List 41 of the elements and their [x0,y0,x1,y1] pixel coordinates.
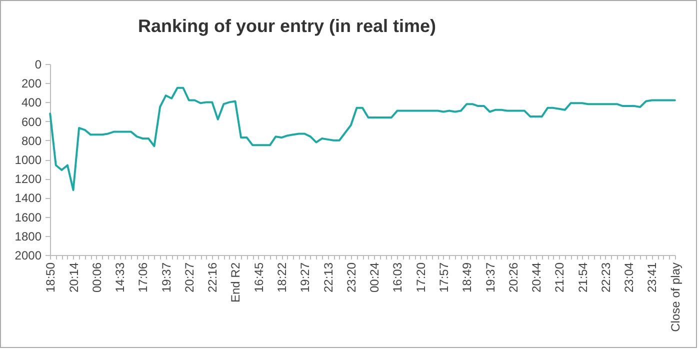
x-tick-label: 00:06 [90,262,104,293]
x-tick-label: 22:23 [598,262,613,293]
x-tick-label: 19:27 [298,262,312,293]
y-tick-label: 2000 [14,248,42,262]
x-tick-label: 20:14 [66,262,81,293]
x-tick-label: End R2 [228,262,243,303]
y-tick-label: 800 [21,134,42,148]
x-tick-label: 20:44 [530,262,544,293]
x-tick-label: 16:03 [390,262,405,293]
y-tick-label: 200 [21,76,42,91]
x-tick-label: 18:49 [460,262,474,293]
y-tick-label: 1000 [14,153,42,167]
x-tick-label: 16:45 [252,262,266,293]
y-tick-label: 600 [21,114,42,129]
x-tick-label: 23:41 [645,262,660,293]
y-tick-label: 1200 [14,172,42,186]
x-tick-label: 14:33 [113,262,128,293]
x-tick-label: 22:16 [206,262,220,293]
chart-title: Ranking of your entry (in real time) [138,16,436,36]
x-tick-label: 17:20 [414,262,428,293]
x-tick-label: 19:37 [159,262,174,293]
x-tick-label: 18:50 [44,262,58,293]
x-tick-label: 17:57 [436,262,451,293]
x-tick-label: 19:37 [483,262,498,293]
y-tick-label: 0 [34,58,42,72]
x-tick-label: 20:26 [506,262,520,293]
y-tick-label: 400 [21,96,42,110]
x-tick-label: 23:04 [622,262,636,293]
y-tick-label: 1800 [14,229,42,244]
x-tick-label: 17:06 [136,262,150,293]
x-tick-label: 21:20 [552,262,567,293]
x-tick-label: 22:13 [321,262,336,293]
y-tick-label: 1400 [14,191,42,206]
x-tick-label: Close of play [668,262,682,332]
y-tick-label: 1600 [14,210,42,224]
x-tick-label: 00:24 [368,262,382,293]
x-tick-label: 20:27 [182,262,196,293]
x-tick-label: 23:20 [344,262,358,293]
x-tick-label: 18:22 [275,262,290,293]
x-tick-label: 21:54 [576,262,590,293]
line-series [49,86,676,192]
